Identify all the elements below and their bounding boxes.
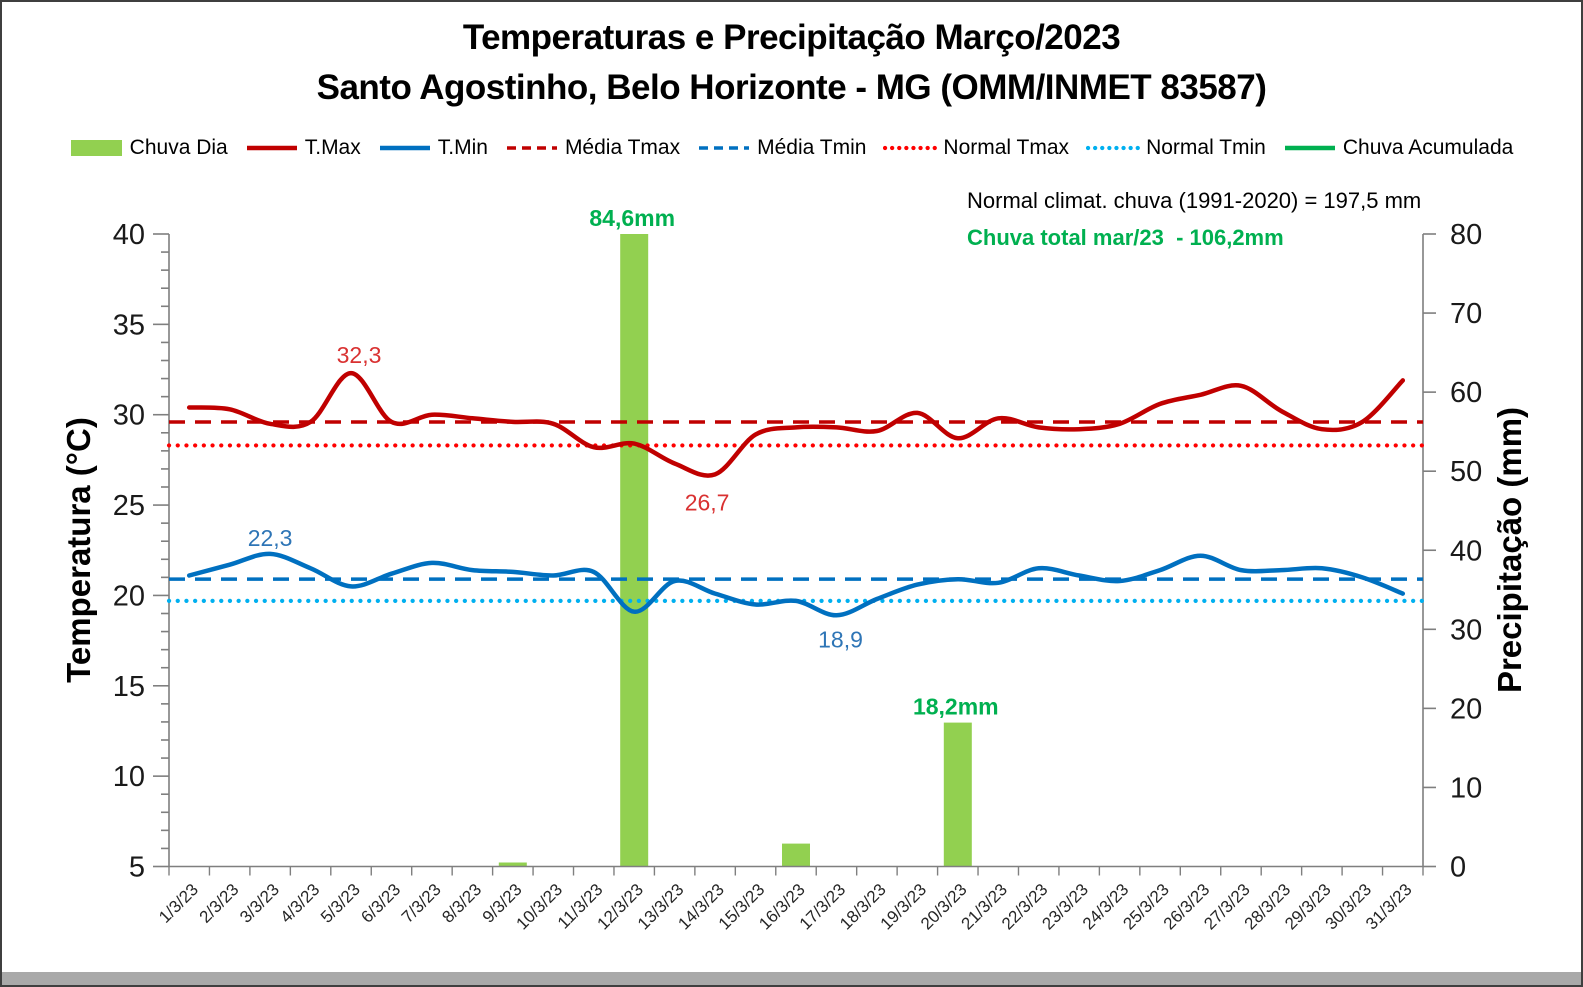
- precip-tick-label: 50: [1450, 456, 1482, 488]
- legend-label: T.Max: [304, 136, 361, 159]
- precip-tick-label: 10: [1450, 772, 1482, 804]
- data-label-26-7: 26,7: [685, 489, 730, 515]
- bar-chuva-day-12: [620, 234, 649, 867]
- legend-label: Normal Tmax: [943, 136, 1070, 159]
- precip-tick-label: 70: [1450, 298, 1482, 330]
- data-label-18-2mm: 18,2mm: [913, 694, 999, 720]
- legend-swatch: [1284, 145, 1335, 151]
- series-line-t-min: [186, 551, 1406, 618]
- annotation-normal-chuva: Normal climat. chuva (1991-2020) = 197,5…: [967, 188, 1422, 213]
- x-axis-label: 1/3/23: [155, 880, 202, 927]
- chart-title: Temperaturas e Precipitação Março/2023: [462, 18, 1121, 57]
- temp-tick-label: 30: [113, 400, 145, 432]
- data-label-18-9: 18,9: [818, 626, 863, 652]
- legend-label: Chuva Acumulada: [1342, 136, 1514, 159]
- legend-swatch: [246, 145, 297, 151]
- legend-label: Média Tmax: [564, 136, 681, 159]
- bar-chuva-day-9: [498, 862, 527, 867]
- x-axis-label: 4/3/23: [277, 880, 324, 927]
- legend-item-t-max: T.Max: [245, 136, 361, 160]
- x-axis-label: 3/3/23: [236, 880, 283, 927]
- temp-tick-label: 40: [113, 219, 145, 251]
- legend-swatch: [506, 146, 557, 150]
- legend-swatch: [70, 140, 122, 156]
- x-axis-label: 5/3/23: [317, 880, 364, 927]
- legend-item-t-min: T.Min: [378, 136, 488, 160]
- legend-item-m-dia-tmax: Média Tmax: [505, 136, 680, 160]
- legend: Chuva Dia T.Max T.Min Média Tmax Média Tmin N…: [2, 136, 1581, 160]
- legend-swatch: [883, 145, 938, 151]
- data-label-84-6mm: 84,6mm: [589, 205, 675, 231]
- x-axis-label: 6/3/23: [357, 880, 404, 927]
- precip-tick-label: 40: [1450, 535, 1482, 567]
- bottom-gray-strip: [2, 972, 1581, 985]
- temp-axis-title: Temperatura (°C): [60, 417, 97, 683]
- legend-item-normal-tmax: Normal Tmax: [883, 136, 1069, 160]
- precip-axis-title: Precipitação (mm): [1491, 407, 1528, 693]
- legend-swatch: [379, 145, 430, 151]
- x-axis-label: 7/3/23: [398, 880, 445, 927]
- temp-tick-label: 25: [113, 490, 145, 522]
- legend-swatch: [1086, 145, 1141, 151]
- temp-tick-label: 20: [113, 580, 145, 612]
- temp-tick-label: 35: [113, 309, 145, 341]
- x-axis-label: 8/3/23: [438, 880, 485, 927]
- precip-tick-label: 80: [1450, 219, 1482, 251]
- legend-swatch: [699, 146, 750, 150]
- legend-label: Chuva Dia: [129, 136, 228, 159]
- series-line-t-max: [186, 370, 1406, 478]
- temp-tick-label: 15: [113, 671, 145, 703]
- temp-tick-label: 10: [113, 761, 145, 793]
- precip-tick-label: 30: [1450, 614, 1482, 646]
- precip-tick-label: 60: [1450, 377, 1482, 409]
- bar-chuva-day-20: [943, 722, 972, 867]
- x-axis-label: 10/3/23: [513, 880, 567, 934]
- precip-tick-label: 20: [1450, 693, 1482, 725]
- x-axis-label: 31/3/23: [1362, 880, 1416, 934]
- chart-subtitle: Santo Agostinho, Belo Horizonte - MG (OM…: [316, 68, 1267, 107]
- legend-label: Média Tmin: [757, 136, 867, 159]
- data-label-22-3: 22,3: [248, 525, 293, 551]
- legend-item-chuva-dia: Chuva Dia: [70, 136, 228, 160]
- bar-chuva-day-16: [782, 843, 810, 867]
- legend-item-chuva-acumulada: Chuva Acumulada: [1283, 136, 1513, 160]
- annotation-chuva-total: Chuva total mar/23 - 106,2mm: [967, 225, 1284, 250]
- precip-tick-label: 0: [1450, 852, 1466, 884]
- legend-item-normal-tmin: Normal Tmin: [1086, 136, 1266, 160]
- legend-item-m-dia-tmin: Média Tmin: [697, 136, 866, 160]
- data-label-32-3: 32,3: [337, 342, 382, 368]
- x-axis-label: 2/3/23: [196, 880, 243, 927]
- legend-label: T.Min: [437, 136, 488, 159]
- legend-label: Normal Tmin: [1146, 136, 1266, 159]
- temp-tick-label: 5: [129, 852, 145, 884]
